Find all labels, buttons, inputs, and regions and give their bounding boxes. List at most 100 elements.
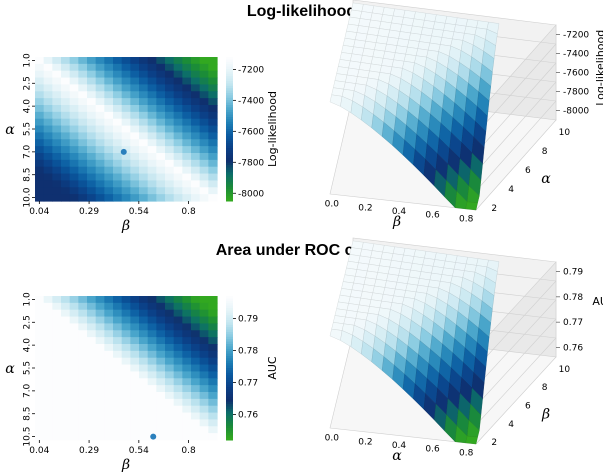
heatmap-cell bbox=[61, 77, 71, 86]
heatmap-cell bbox=[130, 364, 140, 373]
heatmap-cell bbox=[69, 111, 79, 120]
heatmap-cell bbox=[147, 344, 157, 352]
heatmap-cell bbox=[95, 194, 105, 202]
grid-line bbox=[475, 81, 557, 173]
heatmap-cell bbox=[139, 398, 149, 407]
heatmap-cell bbox=[182, 132, 192, 140]
heatmap-cell bbox=[208, 153, 218, 161]
heatmap-cell bbox=[130, 194, 140, 202]
heatmap-cell bbox=[156, 166, 166, 175]
colorbar-label: Log-likelihood bbox=[266, 91, 279, 167]
heatmap-cell bbox=[52, 433, 62, 441]
heatmap-cell bbox=[130, 118, 140, 127]
heatmap-cell bbox=[191, 385, 201, 393]
heatmap-cell bbox=[191, 98, 201, 106]
heatmap-cell bbox=[35, 405, 45, 414]
colorbar-segment bbox=[226, 191, 233, 195]
heatmap-cell bbox=[165, 323, 175, 331]
heatmap-cell bbox=[208, 173, 218, 182]
heatmap-cell bbox=[52, 180, 62, 188]
colorbar-segment bbox=[226, 107, 233, 111]
heatmap-cell bbox=[113, 194, 123, 202]
colorbar-segment bbox=[226, 162, 233, 166]
heatmap-cell bbox=[104, 77, 114, 86]
heatmap-cell bbox=[191, 180, 201, 188]
heatmap-cell bbox=[104, 344, 114, 352]
heatmap-cell bbox=[113, 405, 123, 414]
colorbar-segment bbox=[226, 423, 233, 427]
heatmap-cell bbox=[69, 323, 79, 331]
heatmap-cell bbox=[78, 296, 88, 304]
heatmap-cell bbox=[165, 153, 175, 161]
heatmap-cell bbox=[199, 419, 209, 427]
heatmap-cell bbox=[35, 385, 45, 393]
heatmap-cell bbox=[139, 105, 149, 113]
heatmap-cell bbox=[113, 105, 123, 113]
heatmap-cell bbox=[165, 433, 175, 441]
heatmap-cell bbox=[156, 84, 166, 92]
heatmap-cell bbox=[130, 357, 140, 366]
heatmap-cell bbox=[113, 419, 123, 427]
z-axis-label: AUC bbox=[592, 295, 603, 308]
heatmap-cell bbox=[139, 385, 149, 393]
heatmap-cell bbox=[182, 371, 192, 379]
heatmap-cell bbox=[191, 323, 201, 331]
heatmap-cell bbox=[35, 111, 45, 120]
heatmap-cell bbox=[113, 371, 123, 379]
heatmap-cell bbox=[121, 146, 131, 154]
heatmap-cell bbox=[52, 57, 62, 65]
heatmap-cell bbox=[87, 398, 97, 407]
heatmap-cell bbox=[43, 91, 53, 99]
heatmap-cell bbox=[104, 426, 114, 434]
heatmap-cell bbox=[87, 330, 97, 338]
heatmap-cell bbox=[208, 426, 218, 434]
grid-line bbox=[475, 62, 557, 154]
heatmap-cell bbox=[61, 412, 71, 421]
heatmap-cell bbox=[165, 146, 175, 154]
heatmap-cell bbox=[95, 153, 105, 161]
heatmap-cell bbox=[87, 309, 97, 318]
heatmap-cell bbox=[35, 309, 45, 318]
heatmap-cell bbox=[35, 350, 45, 359]
colorbar-segment bbox=[226, 399, 233, 403]
heatmap-cell bbox=[78, 57, 88, 65]
colorbar-segment bbox=[226, 88, 233, 92]
heatmap-cell bbox=[121, 364, 131, 373]
heatmap-cell bbox=[52, 159, 62, 168]
heatmap-cell bbox=[95, 98, 105, 106]
heatmap-cell bbox=[35, 296, 45, 304]
heatmap-cell bbox=[87, 132, 97, 140]
heatmap-cell bbox=[191, 405, 201, 414]
heatmap-cell bbox=[52, 398, 62, 407]
heatmap-cell bbox=[130, 419, 140, 427]
heatmap-cell bbox=[156, 323, 166, 331]
heatmap-cell bbox=[43, 187, 53, 195]
heatmap-cell bbox=[173, 337, 183, 345]
colorbar-segment bbox=[226, 368, 233, 371]
colorbar-segment bbox=[226, 329, 233, 333]
heatmap-cell bbox=[35, 378, 45, 386]
heatmap-cell bbox=[130, 91, 140, 99]
heatmap-cell bbox=[87, 70, 97, 79]
heatmap-cell bbox=[121, 91, 131, 99]
heatmap-cell bbox=[130, 180, 140, 188]
heatmap-cell bbox=[199, 70, 209, 79]
colorbar-segment bbox=[226, 69, 233, 72]
heatmap-cell bbox=[121, 84, 131, 92]
y-axis-label: β bbox=[541, 407, 550, 423]
heatmap-cell bbox=[87, 84, 97, 92]
heatmap-cell bbox=[61, 105, 71, 113]
heatmap-cell bbox=[43, 63, 53, 72]
heatmap-cell bbox=[208, 77, 218, 86]
heatmap-cell bbox=[173, 405, 183, 414]
colorbar-segment bbox=[226, 179, 233, 183]
heatmap-cell bbox=[61, 344, 71, 352]
heatmap-cell bbox=[147, 91, 157, 99]
heatmap-cell bbox=[173, 84, 183, 92]
heatmap-cell bbox=[78, 323, 88, 331]
heatmap-cell bbox=[130, 405, 140, 414]
heatmap-cell bbox=[95, 419, 105, 427]
heatmap-cell bbox=[87, 173, 97, 182]
heatmap-cell bbox=[156, 419, 166, 427]
colorbar-segment bbox=[226, 169, 233, 173]
